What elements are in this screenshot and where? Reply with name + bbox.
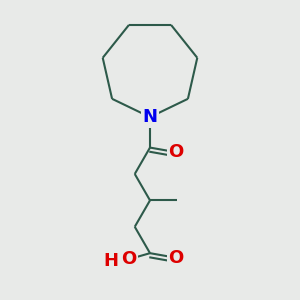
Text: H: H — [103, 252, 118, 270]
Text: O: O — [168, 249, 184, 267]
Text: O: O — [168, 143, 184, 161]
Text: N: N — [142, 108, 158, 126]
Text: O: O — [121, 250, 136, 268]
